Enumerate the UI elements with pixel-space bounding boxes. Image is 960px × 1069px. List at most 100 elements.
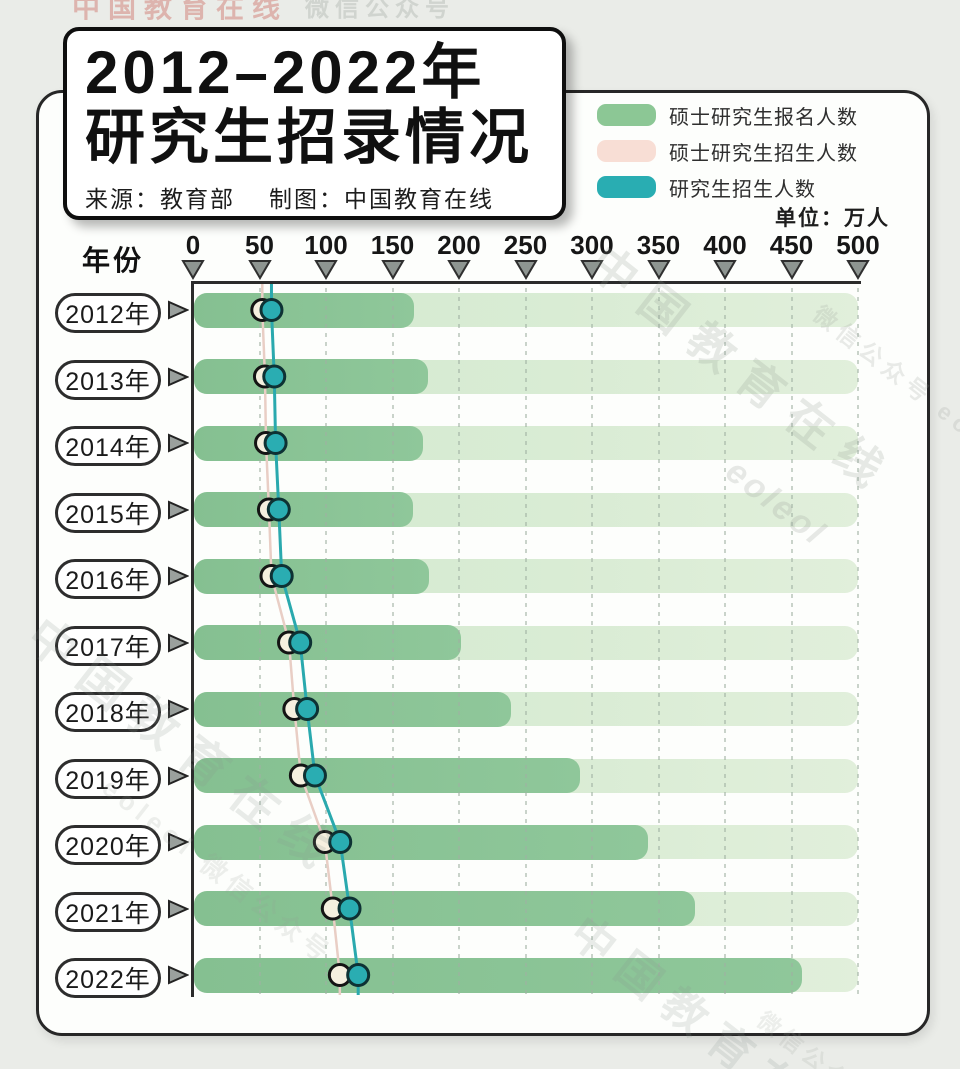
legend: 硕士研究生报名人数 硕士研究生招生人数 研究生招生人数: [597, 103, 858, 211]
gridline-200: [458, 288, 460, 994]
right-triangle-icon: [168, 898, 190, 919]
applicants-bar: [194, 425, 423, 461]
gridline-150: [391, 288, 394, 994]
legend-item-graduate-enrollment: 研究生招生人数: [597, 175, 858, 201]
masters-enrollment-swatch-icon: [597, 140, 656, 162]
x-tick-marker-200: [447, 259, 471, 285]
legend-label-graduate-enrollment: 研究生招生人数: [669, 178, 816, 201]
x-tick-label-350: 350: [636, 230, 681, 260]
x-tick-label-100: 100: [304, 230, 348, 260]
row-arrow-icon: [167, 765, 190, 791]
source-label: 来源：教育部: [85, 185, 235, 212]
year-label-2021: 2021年: [55, 891, 161, 932]
applicants-bar: [194, 558, 430, 594]
row-arrow-icon: [167, 433, 190, 458]
x-tick-label-400: 400: [703, 230, 747, 260]
credit-label: 制图：中国教育在线: [269, 185, 494, 212]
right-triangle-icon: [168, 832, 190, 852]
x-tick-label-450: 450: [769, 230, 814, 260]
applicants-bar: [194, 292, 415, 328]
title-card: 2012–2022年 研究生招录情况 来源：教育部 制图：中国教育在线: [63, 27, 566, 220]
gridline-50: [258, 288, 261, 994]
applicants-bar: [194, 492, 414, 527]
gridline-350: [657, 288, 660, 994]
right-triangle-icon: [168, 300, 190, 320]
gridline-400: [724, 288, 726, 994]
tick-triangle-icon: [247, 260, 272, 280]
x-tick-marker-400: [713, 259, 737, 285]
gridline-100: [325, 288, 327, 994]
applicants-bar: [194, 824, 648, 860]
gridline-300: [591, 288, 593, 994]
x-tick-marker-100: [314, 259, 338, 285]
year-label-2015: 2015年: [55, 492, 161, 533]
tick-triangle-icon: [314, 260, 338, 280]
row-arrow-icon: [167, 566, 190, 591]
tick-triangle-icon: [846, 260, 870, 280]
x-tick-marker-350: [646, 259, 671, 285]
x-tick-label-500: 500: [836, 230, 880, 260]
row-arrow-icon: [167, 832, 190, 857]
x-tick-marker-250: [513, 259, 538, 285]
tick-triangle-icon: [580, 260, 604, 280]
tick-triangle-icon: [380, 260, 405, 280]
x-tick-marker-300: [580, 259, 604, 285]
row-arrow-icon: [167, 699, 190, 724]
title-line-2: 研究生招录情况: [85, 103, 533, 171]
year-label-2019: 2019年: [55, 758, 161, 799]
legend-label-masters-enrollment: 硕士研究生招生人数: [669, 142, 858, 165]
right-triangle-icon: [168, 433, 190, 453]
gridline-250: [524, 288, 527, 994]
plot-top-border: [191, 281, 861, 284]
title-line-1: 2012–2022年: [85, 39, 486, 106]
x-tick-marker-450: [779, 259, 804, 285]
year-label-2012: 2012年: [55, 293, 161, 333]
x-tick-label-0: 0: [185, 230, 201, 260]
x-tick-marker-150: [380, 259, 405, 285]
x-tick-marker-50: [247, 259, 272, 285]
x-tick-marker-0: [181, 259, 205, 285]
applicants-bar: [194, 891, 696, 926]
applicants-bar: [194, 758, 580, 793]
plot-left-border: [191, 281, 194, 997]
row-arrow-icon: [167, 366, 190, 392]
x-tick-label-200: 200: [437, 230, 481, 260]
legend-item-applicants: 硕士研究生报名人数: [597, 103, 858, 129]
tick-triangle-icon: [646, 260, 671, 280]
gridline-500: [857, 288, 859, 994]
watermark-0: 中国教育在线: [72, 0, 289, 23]
tick-triangle-icon: [779, 260, 804, 280]
applicants-swatch-icon: [597, 104, 656, 126]
right-triangle-icon: [168, 566, 190, 586]
tick-triangle-icon: [447, 260, 471, 280]
row-arrow-icon: [167, 499, 190, 525]
legend-label-applicants: 硕士研究生报名人数: [669, 106, 858, 129]
right-triangle-icon: [168, 699, 190, 719]
unit-label: 单位：万人: [775, 207, 890, 230]
graduate-enrollment-swatch-icon: [597, 176, 656, 198]
source-row: 来源：教育部 制图：中国教育在线: [85, 180, 562, 214]
applicants-bar: [194, 691, 511, 727]
x-tick-label-300: 300: [570, 230, 614, 260]
row-arrow-icon: [167, 898, 190, 924]
right-triangle-icon: [168, 499, 190, 520]
row-arrow-icon: [167, 300, 190, 325]
right-triangle-icon: [168, 632, 190, 653]
year-label-2020: 2020年: [55, 825, 161, 865]
year-label-2017: 2017年: [55, 625, 161, 666]
right-triangle-icon: [168, 765, 190, 786]
legend-item-masters-enrollment: 硕士研究生招生人数: [597, 139, 858, 165]
row-arrow-icon: [167, 632, 190, 658]
year-label-2016: 2016年: [55, 559, 161, 599]
year-label-2022: 2022年: [55, 958, 161, 998]
applicants-bar: [194, 625, 462, 660]
year-label-2018: 2018年: [55, 692, 161, 732]
tick-triangle-icon: [713, 260, 737, 280]
year-label-2013: 2013年: [55, 359, 161, 400]
tick-triangle-icon: [181, 260, 205, 280]
x-tick-label-150: 150: [370, 230, 415, 260]
x-tick-label-50: 50: [245, 230, 274, 260]
right-triangle-icon: [168, 366, 190, 387]
right-triangle-icon: [168, 965, 190, 985]
